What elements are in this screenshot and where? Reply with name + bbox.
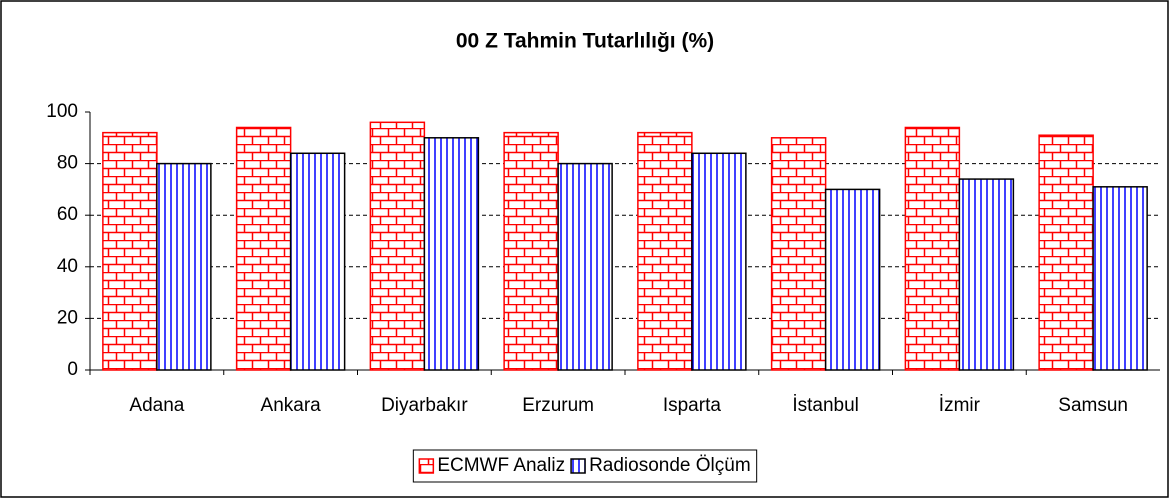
bar <box>156 162 212 371</box>
x-tick-label: İzmir <box>939 395 981 416</box>
x-tick-label: Adana <box>129 395 184 416</box>
bar <box>557 162 613 371</box>
x-tick-label: Diyarbakır <box>381 395 468 416</box>
legend: ECMWF Analiz Radiosonde Ölçüm <box>412 449 758 483</box>
y-tick-label: 100 <box>46 101 78 122</box>
legend-border <box>412 449 758 483</box>
bar <box>824 188 881 371</box>
y-tick-label: 80 <box>57 153 78 174</box>
bar <box>1092 186 1148 371</box>
y-tick-label: 40 <box>57 256 78 277</box>
bar <box>102 131 158 371</box>
bar <box>904 126 961 371</box>
y-tick-label: 60 <box>57 204 78 225</box>
x-tick-label: Ankara <box>261 395 322 416</box>
bar <box>503 131 559 371</box>
bar <box>235 126 292 371</box>
bar <box>1038 134 1094 371</box>
x-tick-label: Erzurum <box>522 395 594 416</box>
legend-label: ECMWF Analiz <box>437 455 565 476</box>
bar <box>637 131 693 371</box>
y-tick-label: 20 <box>57 307 78 328</box>
x-tick-label: İstanbul <box>792 395 859 416</box>
x-tick-label: Samsun <box>1058 395 1128 416</box>
bar <box>770 137 827 371</box>
bar <box>958 178 1015 371</box>
legend-swatch <box>418 458 435 474</box>
legend-label: Radiosonde Ölçüm <box>589 455 751 476</box>
bar <box>289 152 346 371</box>
x-tick-label: Isparta <box>663 395 722 416</box>
y-tick-label: 0 <box>67 359 78 380</box>
legend-swatch <box>570 458 586 474</box>
bar <box>369 121 426 371</box>
chart-title: 00 Z Tahmin Tutarlılığı (%) <box>456 30 714 53</box>
bar <box>691 152 747 371</box>
bar <box>423 137 480 371</box>
